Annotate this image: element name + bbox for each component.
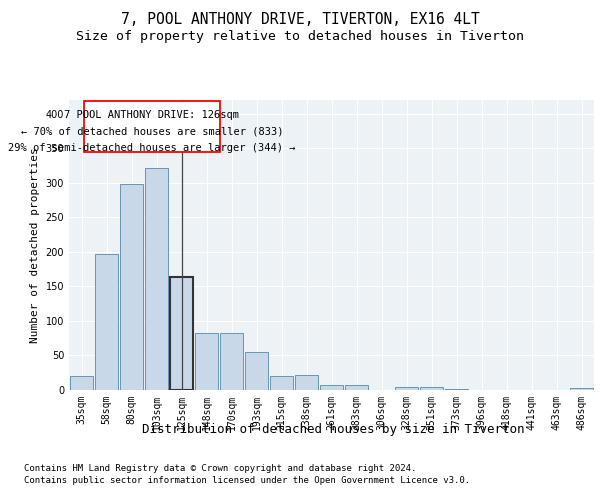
Bar — [320, 385, 343, 390]
Text: Contains HM Land Registry data © Crown copyright and database right 2024.: Contains HM Land Registry data © Crown c… — [24, 464, 416, 473]
Text: Distribution of detached houses by size in Tiverton: Distribution of detached houses by size … — [142, 422, 524, 436]
Text: 7 POOL ANTHONY DRIVE: 126sqm: 7 POOL ANTHONY DRIVE: 126sqm — [64, 110, 239, 120]
Bar — [419, 387, 443, 390]
Text: ← 70% of detached houses are smaller (833): ← 70% of detached houses are smaller (83… — [20, 126, 283, 136]
Y-axis label: Number of detached properties: Number of detached properties — [30, 147, 40, 343]
Bar — [170, 278, 193, 390]
Bar — [445, 388, 469, 390]
Bar — [95, 254, 118, 390]
Text: 7, POOL ANTHONY DRIVE, TIVERTON, EX16 4LT: 7, POOL ANTHONY DRIVE, TIVERTON, EX16 4L… — [121, 12, 479, 28]
Text: Contains public sector information licensed under the Open Government Licence v3: Contains public sector information licen… — [24, 476, 470, 485]
FancyBboxPatch shape — [83, 102, 220, 152]
Bar — [269, 376, 293, 390]
Bar — [569, 388, 593, 390]
Bar — [194, 334, 218, 390]
Text: 29% of semi-detached houses are larger (344) →: 29% of semi-detached houses are larger (… — [8, 143, 296, 153]
Bar — [119, 184, 143, 390]
Bar — [220, 334, 244, 390]
Bar — [245, 352, 268, 390]
Bar — [295, 375, 319, 390]
Bar — [395, 386, 418, 390]
Text: Size of property relative to detached houses in Tiverton: Size of property relative to detached ho… — [76, 30, 524, 43]
Bar — [70, 376, 94, 390]
Bar — [344, 385, 368, 390]
Bar — [145, 168, 169, 390]
